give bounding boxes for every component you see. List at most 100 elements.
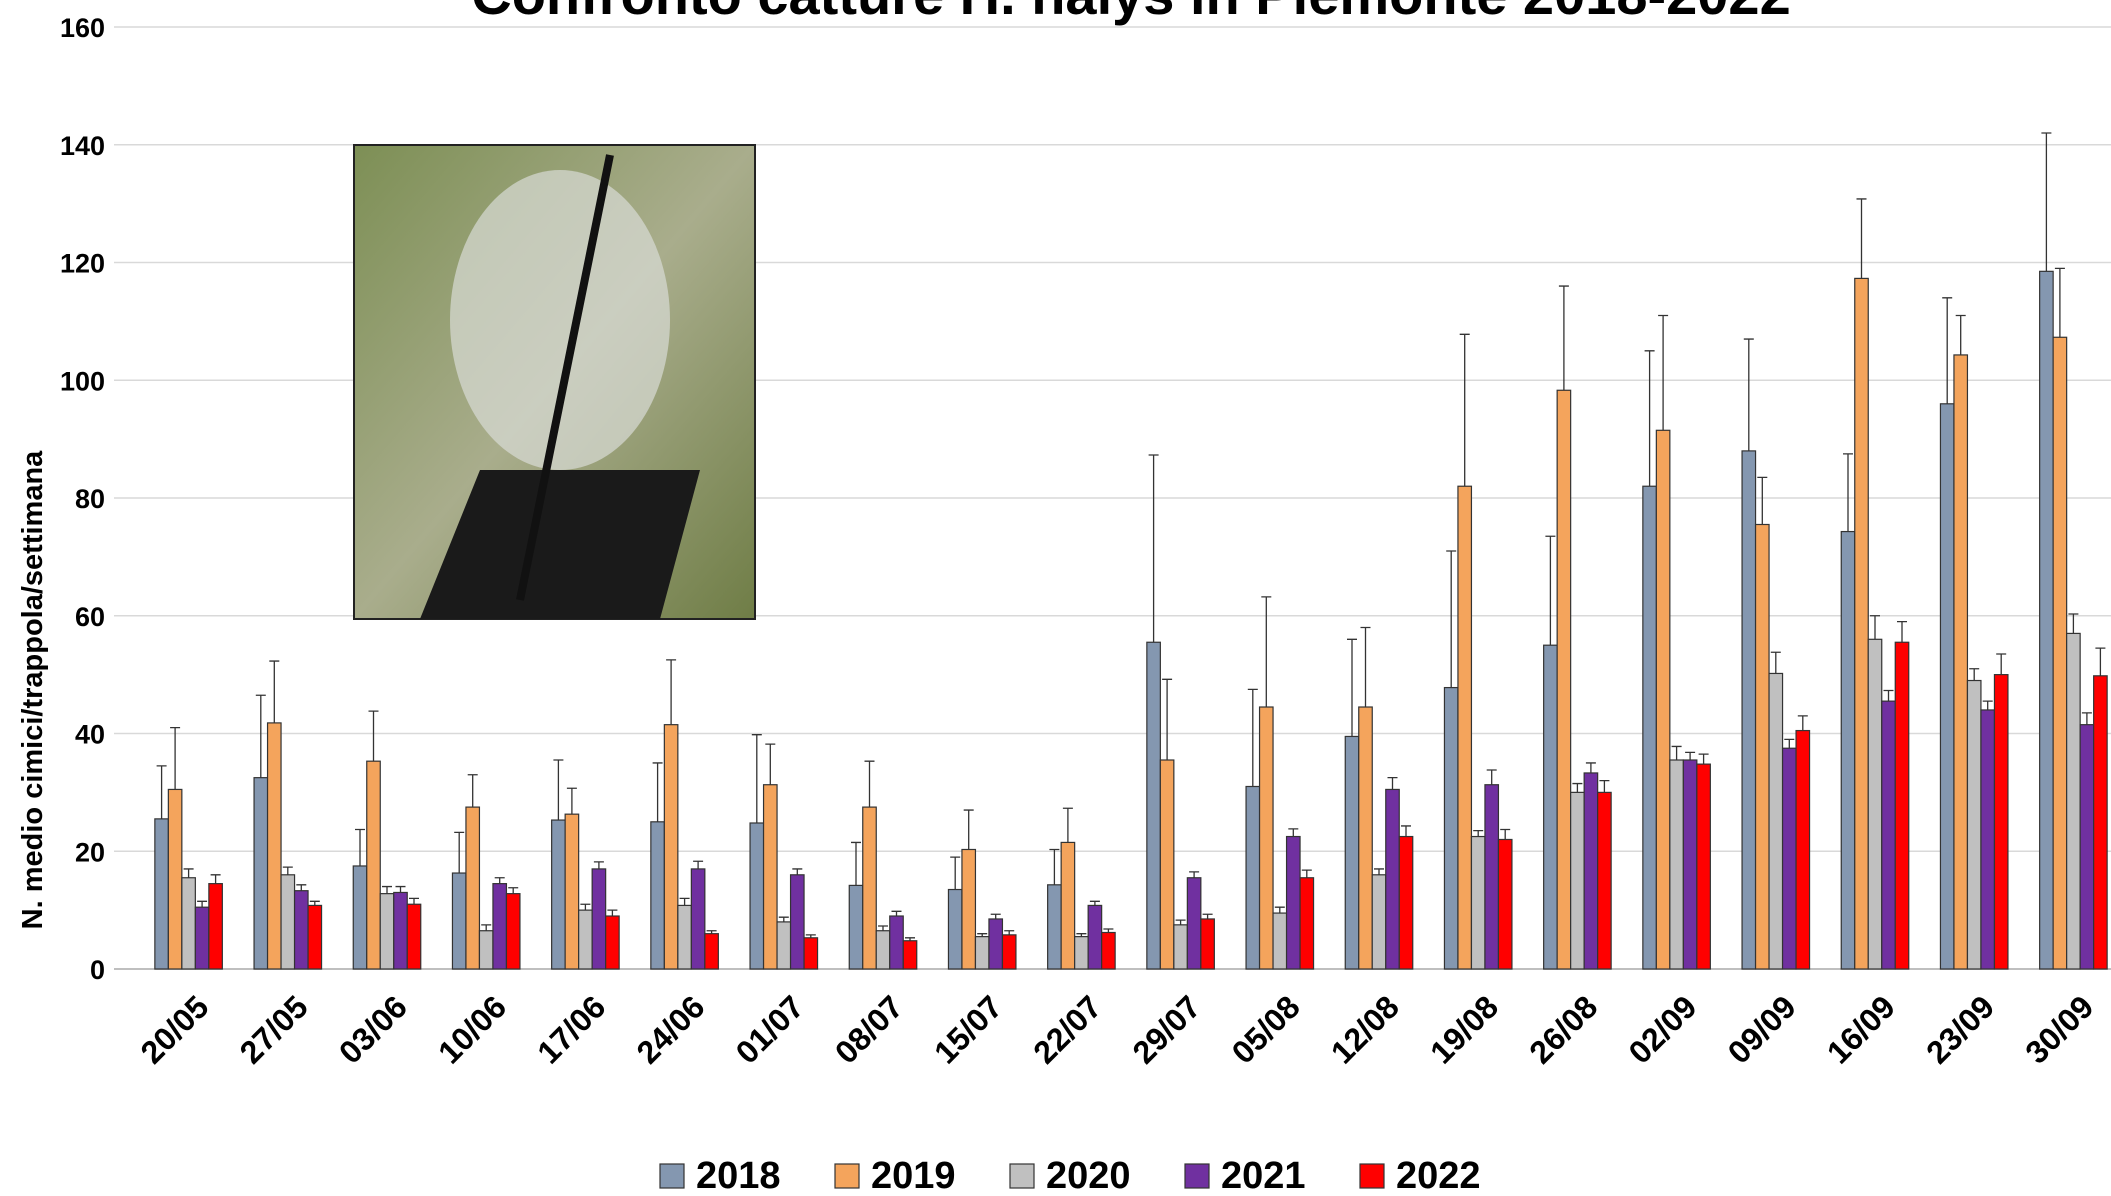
error-bar (368, 710, 379, 762)
error-bar (765, 743, 776, 785)
bar (1457, 485, 1473, 970)
error-bar (382, 885, 392, 894)
bar (1669, 759, 1684, 970)
legend-swatch (1009, 1163, 1035, 1189)
x-tick-label: 05/08 (1225, 988, 1307, 1070)
error-bar (851, 841, 861, 886)
y-tick-label: 80 (75, 484, 105, 514)
error-bar (1757, 476, 1768, 525)
error-bar (1401, 825, 1411, 837)
error-bar (706, 930, 717, 934)
legend-label: 2020 (1046, 1155, 1131, 1196)
error-bar (1942, 297, 1953, 404)
bar (803, 937, 819, 970)
error-bar (309, 900, 320, 906)
error-bar (805, 934, 816, 938)
y-tick-label: 40 (75, 720, 105, 750)
x-tick-label: 03/06 (332, 988, 414, 1070)
x-tick-label: 16/09 (1820, 988, 1902, 1070)
bar (167, 788, 183, 970)
bar (492, 883, 508, 970)
error-bar (1897, 620, 1907, 643)
bar (1146, 641, 1161, 970)
bar (1570, 791, 1585, 970)
bar (862, 806, 877, 970)
error-bar (1671, 745, 1682, 760)
x-tick-label: 27/05 (233, 988, 315, 1070)
bar (1840, 530, 1856, 970)
bar (1159, 759, 1175, 970)
legend-swatch (834, 1163, 860, 1189)
error-bar (1062, 807, 1073, 843)
bar (1754, 523, 1770, 970)
error-bar (878, 925, 888, 931)
bar (902, 940, 918, 970)
error-bar (1585, 762, 1596, 773)
legend-swatch (1184, 1163, 1210, 1189)
error-bar (269, 660, 280, 723)
bar (406, 903, 422, 970)
error-bar (1955, 314, 1966, 355)
bar (1101, 931, 1116, 970)
error-bar (1770, 651, 1781, 674)
error-bar (156, 765, 167, 819)
error-bar (1076, 933, 1087, 937)
error-bar (1685, 751, 1696, 760)
error-bar (481, 924, 492, 931)
error-bar (355, 828, 365, 866)
bar (1682, 759, 1698, 970)
x-tick-label: 10/06 (431, 988, 513, 1070)
bar (208, 883, 223, 970)
bar (280, 874, 296, 970)
bar (352, 865, 368, 970)
x-tick-label: 19/08 (1423, 988, 1505, 1070)
error-bar (1883, 689, 1894, 702)
error-bar (255, 694, 266, 778)
error-bar (553, 759, 564, 821)
error-bar (1500, 828, 1511, 840)
error-bar (1558, 285, 1569, 391)
error-bar (977, 933, 988, 937)
bar (181, 877, 196, 970)
error-bar (1473, 829, 1484, 837)
y-tick-label: 20 (75, 837, 105, 867)
x-tick-label: 17/06 (530, 988, 612, 1070)
error-bar (1969, 668, 1980, 681)
error-bar (905, 937, 915, 941)
error-bar (1784, 738, 1795, 749)
error-bar (454, 831, 465, 874)
error-bar (1644, 350, 1655, 487)
x-tick-label: 29/07 (1125, 988, 1207, 1070)
bar (253, 777, 269, 970)
bar (1001, 934, 1017, 970)
x-tick-label: 15/07 (927, 988, 1009, 1070)
error-bar (1347, 638, 1357, 737)
error-bar (1162, 678, 1173, 760)
error-bar (1004, 930, 1015, 935)
x-tick-label: 23/09 (1919, 988, 2001, 1070)
bar (1993, 674, 2009, 970)
y-tick-label: 60 (75, 602, 105, 632)
error-bar (1698, 753, 1709, 765)
bar (663, 724, 679, 970)
error-bar (950, 856, 961, 890)
bar (154, 818, 169, 970)
error-bar (1175, 919, 1186, 925)
legend-label: 2022 (1396, 1155, 1481, 1196)
x-tick-label: 22/07 (1026, 988, 1108, 1070)
error-bar (2081, 712, 2092, 725)
error-bar (494, 877, 505, 884)
bar (1583, 772, 1599, 970)
bar (1642, 485, 1657, 970)
error-bar (1288, 828, 1299, 837)
error-bar (2041, 132, 2052, 272)
bar (961, 848, 977, 970)
bar (1060, 841, 1076, 970)
bar (2079, 724, 2095, 970)
bar (947, 888, 963, 970)
bar (2052, 336, 2068, 970)
bar (1597, 791, 1612, 970)
bar (1795, 729, 1811, 970)
bar (875, 930, 891, 970)
error-bar (778, 916, 789, 922)
